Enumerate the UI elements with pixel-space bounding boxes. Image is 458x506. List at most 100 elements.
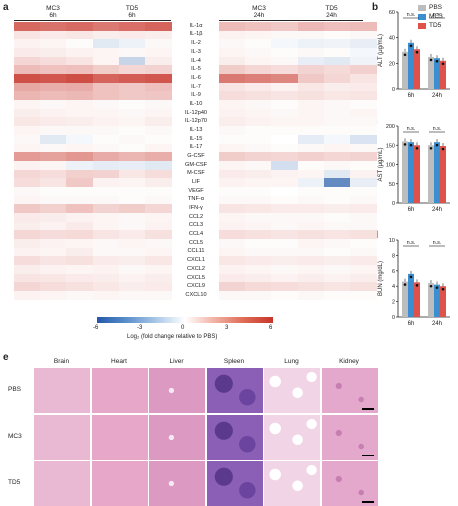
- heatmap-cell-right: [245, 247, 272, 257]
- histology-column-label: Liver: [169, 358, 184, 365]
- heatmap-cell-right: [297, 265, 325, 275]
- heatmap-cell-right: [245, 230, 272, 240]
- heatmap-cell-right: [323, 134, 351, 144]
- heatmap-cell-left: [14, 126, 41, 136]
- heatmap-cell-left: [145, 48, 172, 58]
- significance-label: n.s.: [407, 126, 416, 132]
- histology-image-heart: [91, 414, 148, 460]
- data-point: [415, 146, 419, 150]
- heatmap-cell-left: [66, 134, 94, 144]
- heatmap-cell-right: [219, 30, 246, 40]
- heatmap-cell-right: [219, 212, 246, 223]
- heatmap-cell-right: [350, 247, 377, 257]
- heatmap-cell-right: [271, 273, 299, 283]
- colorbar-tick: -3: [137, 325, 143, 331]
- heatmap-cell-left: [66, 204, 94, 214]
- heatmap-cell-left: [40, 134, 67, 144]
- heatmap-cell-left: [118, 247, 146, 257]
- heatmap-cell-left: [40, 108, 67, 118]
- heatmap-cell-left: [14, 143, 41, 153]
- heatmap-cell-right: [323, 247, 351, 257]
- heatmap-cell-right: [297, 48, 325, 58]
- heatmap-cell-left: [145, 256, 172, 266]
- heatmap-cell-left: [92, 82, 120, 92]
- heatmap-cell-right: [350, 273, 377, 283]
- heatmap-cell-right: [245, 30, 272, 40]
- heatmap-cell-right: [219, 178, 246, 188]
- heatmap-cell-left: [145, 273, 172, 283]
- heatmap-row-label: GM-CSF: [184, 161, 208, 168]
- heatmap-row-label: CXCL10: [185, 291, 207, 298]
- heatmap-cell-left: [118, 91, 146, 101]
- heatmap-cell-left: [92, 39, 120, 49]
- heatmap-cell-left: [14, 56, 41, 66]
- heatmap-cell-left: [118, 282, 146, 292]
- heatmap-cell-right: [350, 239, 377, 249]
- heatmap-cell-right: [350, 22, 377, 32]
- heatmap-cell-right: [323, 256, 351, 266]
- heatmap-cell-right: [350, 117, 377, 127]
- y-tick-label: 40: [389, 36, 395, 42]
- x-tick-label: 6h: [408, 321, 415, 327]
- heatmap-cell-right: [323, 169, 351, 179]
- heatmap-cell-left: [145, 265, 172, 275]
- heatmap-cell-left: [40, 247, 67, 257]
- histology-image-kidney: [321, 414, 378, 460]
- heatmap-cell-right: [297, 108, 325, 118]
- heatmap-cell-left: [145, 221, 172, 231]
- heatmap-cell-right: [271, 82, 299, 92]
- heatmap-cell-right: [245, 100, 272, 110]
- y-tick-label: 150: [386, 143, 395, 149]
- heatmap-cell-left: [14, 65, 41, 75]
- heatmap-cell-right: [323, 126, 351, 136]
- heatmap-cell-left: [40, 152, 67, 162]
- heatmap-cell-left: [118, 273, 146, 283]
- heatmap-cell-left: [14, 74, 41, 84]
- bar: [414, 145, 420, 203]
- heatmap-cell-left: [66, 195, 94, 205]
- heatmap-cell-left: [118, 160, 146, 171]
- significance-label: n.s.: [407, 12, 416, 18]
- histology-column-label: Spleen: [223, 358, 245, 365]
- heatmap-cell-left: [66, 100, 94, 110]
- heatmap-group-header: TD5 24h: [299, 5, 364, 19]
- heatmap-cell-right: [297, 74, 325, 84]
- colorbar-tick: 0: [181, 325, 185, 331]
- heatmap-cell-right: [219, 186, 246, 197]
- heatmap-cell-left: [145, 291, 172, 301]
- heatmap-cell-right: [297, 65, 325, 75]
- heatmap-cell-right: [271, 74, 299, 84]
- heatmap-cell-left: [145, 65, 172, 75]
- heatmap-cell-left: [66, 230, 94, 240]
- heatmap-cell-left: [92, 273, 120, 283]
- histology-image-spleen: [206, 414, 263, 460]
- heatmap-cell-left: [92, 30, 120, 40]
- heatmap-cell-left: [118, 100, 146, 110]
- heatmap-cell-left: [145, 22, 172, 32]
- data-point: [403, 143, 407, 146]
- heatmap-cell-right: [297, 230, 325, 240]
- heatmap-group-header: TD5 6h: [92, 5, 172, 19]
- heatmap-cell-right: [350, 256, 377, 266]
- heatmap-cell-right: [297, 56, 325, 66]
- heatmap-cell-right: [271, 100, 299, 110]
- heatmap-cell-right: [245, 212, 272, 223]
- heatmap-cell-left: [40, 117, 67, 127]
- heatmap-cell-right: [245, 74, 272, 84]
- heatmap-cell-right: [245, 143, 272, 153]
- histology-image-kidney: [321, 461, 378, 506]
- heatmap-cell-left: [66, 91, 94, 101]
- heatmap-cell-right: [350, 74, 377, 84]
- heatmap-row-label: IL-5: [191, 66, 201, 73]
- significance-label: n.s.: [407, 240, 416, 246]
- bar: [414, 282, 420, 317]
- scale-bar: [361, 454, 374, 456]
- heatmap-row-label: IL-3: [191, 48, 201, 55]
- heatmap-cell-right: [219, 39, 246, 49]
- heatmap-cell-right: [219, 108, 246, 118]
- legend-swatch: [418, 23, 426, 29]
- heatmap-cell-right: [350, 108, 377, 118]
- heatmap-cell-right: [323, 56, 351, 66]
- heatmap-cell-left: [118, 186, 146, 197]
- heatmap-cell-right: [297, 30, 325, 40]
